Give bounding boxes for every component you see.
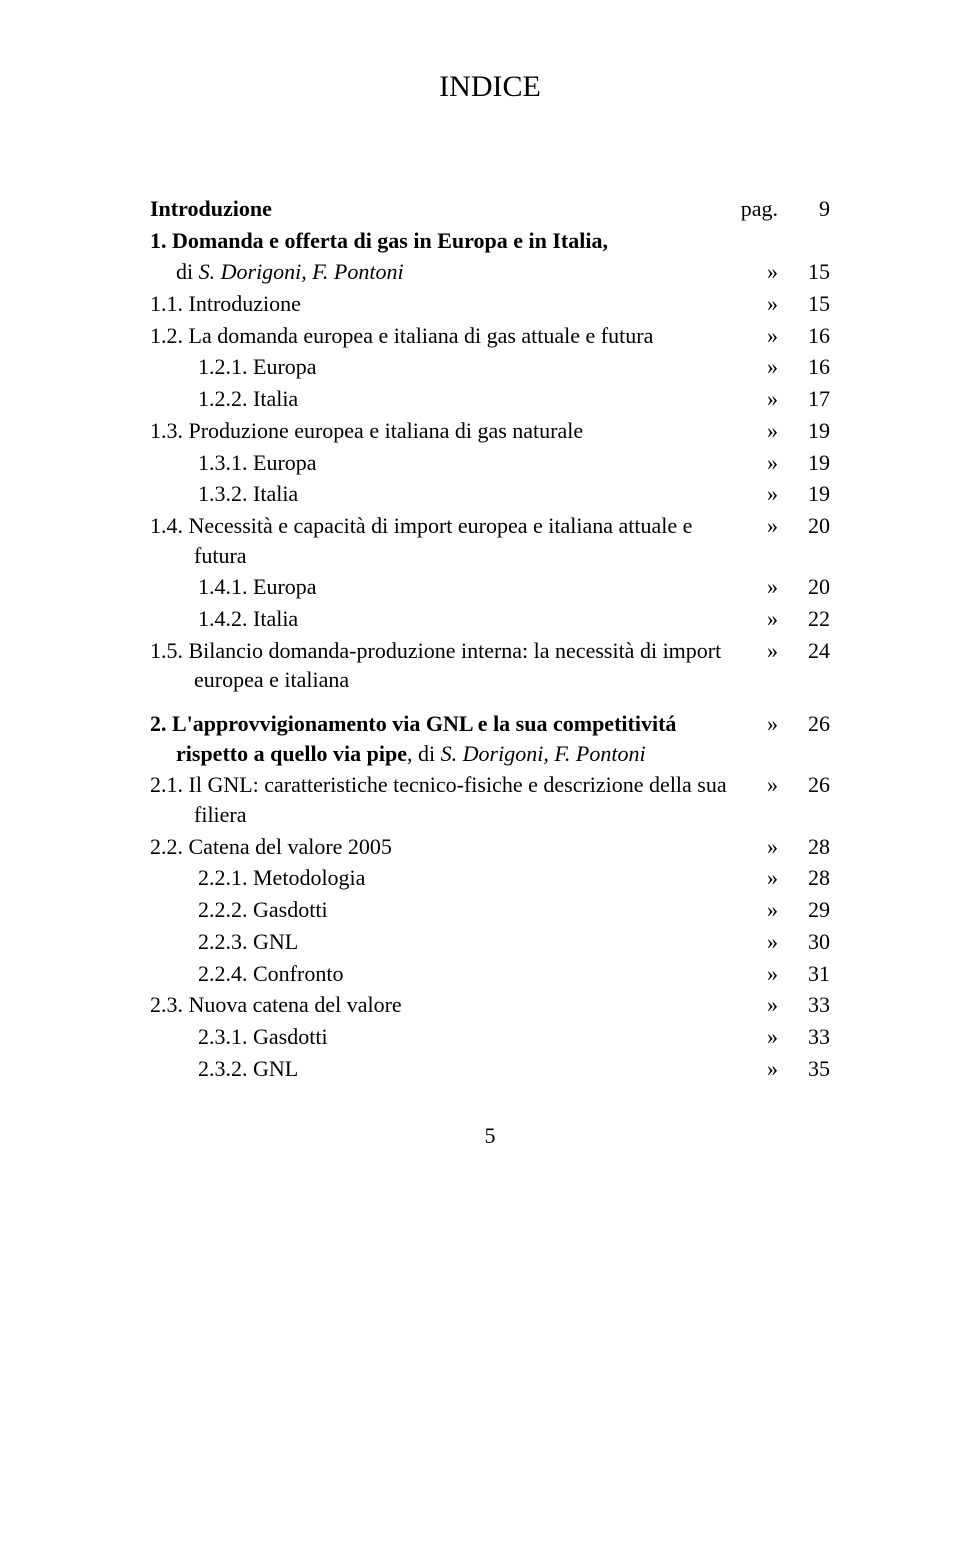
toc-entry: 2. L'approvvigionamento via GNL e la sua… xyxy=(150,709,830,768)
toc-label: Introduzione xyxy=(150,194,722,224)
toc-page: 19 xyxy=(786,448,830,478)
toc-symbol: » xyxy=(742,832,786,862)
toc-entry: 1.1. Introduzione»15 xyxy=(150,289,830,319)
toc-page: 24 xyxy=(786,636,830,666)
toc-label: 1. Domanda e offerta di gas in Europa e … xyxy=(150,226,742,256)
toc-label: 2.2.1. Metodologia xyxy=(150,863,742,893)
toc-label: 1.3. Produzione europea e italiana di ga… xyxy=(150,416,742,446)
toc-entry: 2.1. Il GNL: caratteristiche tecnico-fis… xyxy=(150,770,830,829)
toc-page: 20 xyxy=(786,511,830,541)
toc-label: 2.1. Il GNL: caratteristiche tecnico-fis… xyxy=(150,770,742,829)
toc-symbol: » xyxy=(742,416,786,446)
toc-label: 2.2.2. Gasdotti xyxy=(150,895,742,925)
toc-page: 22 xyxy=(786,604,830,634)
toc-page: 19 xyxy=(786,479,830,509)
toc-entry: 2.3.1. Gasdotti»33 xyxy=(150,1022,830,1052)
toc-page: 15 xyxy=(786,257,830,287)
toc-page: 33 xyxy=(786,990,830,1020)
toc-page: 28 xyxy=(786,832,830,862)
toc-label: 2.2.3. GNL xyxy=(150,927,742,957)
toc-label: 1.2.2. Italia xyxy=(150,384,742,414)
toc-symbol: » xyxy=(742,863,786,893)
toc-label: 2.2.4. Confronto xyxy=(150,959,742,989)
toc-symbol: » xyxy=(742,321,786,351)
toc-page: 35 xyxy=(786,1054,830,1084)
toc-entry: 1. Domanda e offerta di gas in Europa e … xyxy=(150,226,830,256)
toc-symbol: » xyxy=(742,895,786,925)
toc-page: 20 xyxy=(786,572,830,602)
toc-symbol: » xyxy=(742,479,786,509)
toc-label: 2.3.1. Gasdotti xyxy=(150,1022,742,1052)
toc-label: di S. Dorigoni, F. Pontoni xyxy=(150,257,742,287)
toc-symbol: » xyxy=(742,511,786,541)
toc-symbol: » xyxy=(742,636,786,666)
toc-entry: 2.2.2. Gasdotti»29 xyxy=(150,895,830,925)
document-page: INDICE Introduzionepag.91. Domanda e off… xyxy=(0,0,960,1209)
toc-label: 1.4.2. Italia xyxy=(150,604,742,634)
toc-entry: 1.2.2. Italia»17 xyxy=(150,384,830,414)
toc-page: 26 xyxy=(786,709,830,739)
toc-symbol: » xyxy=(742,1022,786,1052)
toc-entry: Introduzionepag.9 xyxy=(150,194,830,224)
toc-page: 9 xyxy=(786,194,830,224)
toc-symbol: » xyxy=(742,959,786,989)
toc-entry: di S. Dorigoni, F. Pontoni»15 xyxy=(150,257,830,287)
toc-page: 30 xyxy=(786,927,830,957)
toc-symbol: » xyxy=(742,352,786,382)
toc-page: 15 xyxy=(786,289,830,319)
toc-gap xyxy=(150,697,830,709)
toc-symbol: » xyxy=(742,990,786,1020)
toc-entry: 1.3.1. Europa»19 xyxy=(150,448,830,478)
toc-label: 1.3.1. Europa xyxy=(150,448,742,478)
toc-entry: 1.4.1. Europa»20 xyxy=(150,572,830,602)
toc-entry: 1.3.2. Italia»19 xyxy=(150,479,830,509)
toc-entry: 2.2.4. Confronto»31 xyxy=(150,959,830,989)
toc-page: 28 xyxy=(786,863,830,893)
toc-symbol: » xyxy=(742,257,786,287)
toc-symbol: » xyxy=(742,770,786,800)
toc-symbol: » xyxy=(742,384,786,414)
toc-page: 29 xyxy=(786,895,830,925)
toc-symbol: » xyxy=(742,927,786,957)
toc-entry: 1.3. Produzione europea e italiana di ga… xyxy=(150,416,830,446)
toc-page: 26 xyxy=(786,770,830,800)
table-of-contents: Introduzionepag.91. Domanda e offerta di… xyxy=(150,194,830,1083)
toc-label: 1.4. Necessità e capacità di import euro… xyxy=(150,511,742,570)
toc-entry: 2.2.1. Metodologia»28 xyxy=(150,863,830,893)
toc-label: 2.3. Nuova catena del valore xyxy=(150,990,742,1020)
toc-entry: 2.3. Nuova catena del valore»33 xyxy=(150,990,830,1020)
toc-symbol: » xyxy=(742,1054,786,1084)
toc-label: 1.2.1. Europa xyxy=(150,352,742,382)
toc-entry: 1.2. La domanda europea e italiana di ga… xyxy=(150,321,830,351)
toc-label: 1.1. Introduzione xyxy=(150,289,742,319)
toc-label: 2. L'approvvigionamento via GNL e la sua… xyxy=(150,709,742,768)
toc-entry: 2.3.2. GNL»35 xyxy=(150,1054,830,1084)
toc-symbol: » xyxy=(742,709,786,739)
toc-label: 1.5. Bilancio domanda-produzione interna… xyxy=(150,636,742,695)
toc-entry: 1.5. Bilancio domanda-produzione interna… xyxy=(150,636,830,695)
page-number: 5 xyxy=(150,1123,830,1149)
toc-page: 19 xyxy=(786,416,830,446)
toc-entry: 2.2. Catena del valore 2005»28 xyxy=(150,832,830,862)
toc-label: 1.4.1. Europa xyxy=(150,572,742,602)
toc-entry: 1.4. Necessità e capacità di import euro… xyxy=(150,511,830,570)
toc-symbol: » xyxy=(742,572,786,602)
toc-entry: 1.4.2. Italia»22 xyxy=(150,604,830,634)
toc-page: 33 xyxy=(786,1022,830,1052)
toc-symbol: » xyxy=(742,604,786,634)
toc-page: 16 xyxy=(786,321,830,351)
page-title: INDICE xyxy=(150,70,830,104)
toc-symbol: pag. xyxy=(722,194,786,224)
toc-page: 31 xyxy=(786,959,830,989)
toc-label: 1.2. La domanda europea e italiana di ga… xyxy=(150,321,742,351)
toc-entry: 2.2.3. GNL»30 xyxy=(150,927,830,957)
toc-label: 2.2. Catena del valore 2005 xyxy=(150,832,742,862)
toc-label: 2.3.2. GNL xyxy=(150,1054,742,1084)
toc-entry: 1.2.1. Europa»16 xyxy=(150,352,830,382)
toc-symbol: » xyxy=(742,289,786,319)
toc-page: 17 xyxy=(786,384,830,414)
toc-symbol: » xyxy=(742,448,786,478)
toc-page: 16 xyxy=(786,352,830,382)
toc-label: 1.3.2. Italia xyxy=(150,479,742,509)
